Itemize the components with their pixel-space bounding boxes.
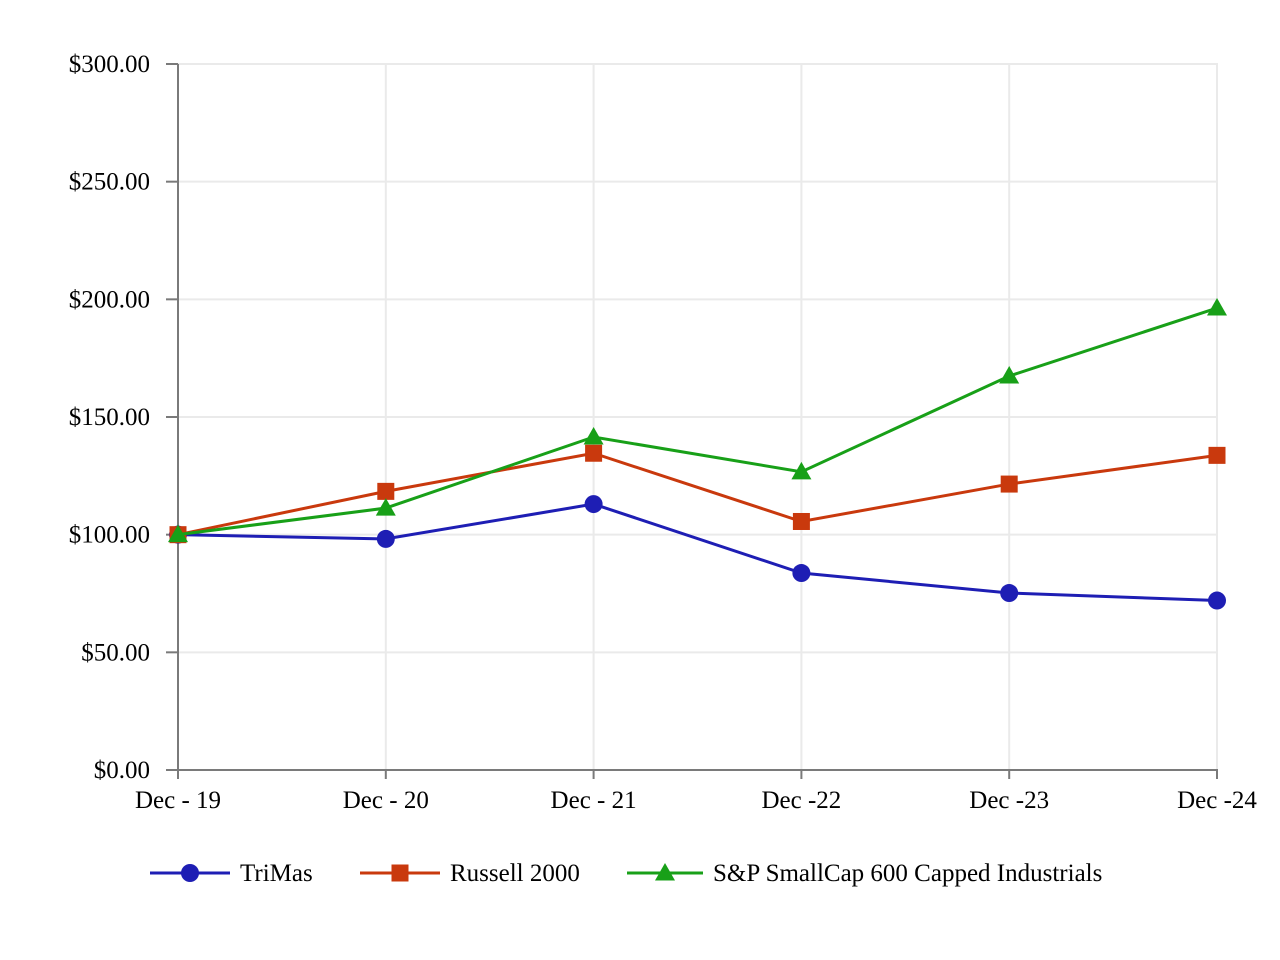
series-line bbox=[177, 502, 1218, 603]
y-axis-tick-label: $100.00 bbox=[69, 522, 150, 549]
legend-label: S&P SmallCap 600 Capped Industrials bbox=[713, 860, 1102, 887]
circle-marker bbox=[376, 529, 395, 548]
legend-label: Russell 2000 bbox=[450, 860, 580, 887]
legend-item-trimas: TriMas bbox=[150, 860, 313, 887]
y-axis-tick-label: $150.00 bbox=[69, 404, 150, 431]
square-marker bbox=[1208, 446, 1226, 464]
circle-marker bbox=[1208, 591, 1226, 610]
triangle-marker bbox=[1207, 298, 1227, 316]
x-axis-tick-label: Dec - 20 bbox=[343, 787, 429, 814]
y-axis-tick-label: $0.00 bbox=[94, 757, 150, 784]
square-marker bbox=[792, 512, 810, 530]
square-marker bbox=[1000, 475, 1018, 493]
square-marker bbox=[377, 482, 395, 500]
series-russell-2000 bbox=[169, 444, 1226, 544]
square-marker bbox=[585, 444, 603, 462]
triangle-marker bbox=[583, 427, 604, 445]
y-axis-tick-label: $50.00 bbox=[81, 639, 150, 666]
circle-marker bbox=[584, 495, 603, 514]
series-line bbox=[177, 451, 1218, 537]
legend-item-russell-2000: Russell 2000 bbox=[360, 860, 580, 887]
circle-marker bbox=[181, 864, 199, 882]
triangle-marker bbox=[655, 863, 675, 881]
x-axis-tick-label: Dec - 19 bbox=[135, 787, 221, 814]
legend-label: TriMas bbox=[240, 860, 313, 887]
y-axis-tick-label: $200.00 bbox=[69, 286, 150, 313]
y-axis-tick-label: $300.00 bbox=[69, 51, 150, 78]
circle-marker bbox=[1000, 584, 1019, 603]
series-line bbox=[177, 306, 1218, 537]
grid-layer bbox=[178, 63, 1218, 770]
legend-item-s-p-smallcap-600-capped-industrials: S&P SmallCap 600 Capped Industrials bbox=[627, 860, 1102, 887]
x-axis-tick-label: Dec -23 bbox=[969, 787, 1049, 814]
axis-layer: $0.00 $50.00 $100.00 $150.00 $200.00 $250.00 $… bbox=[69, 51, 1258, 814]
triangle-marker bbox=[999, 366, 1020, 384]
triangle-marker bbox=[791, 461, 812, 480]
circle-marker bbox=[792, 564, 811, 583]
y-axis-tick-label: $250.00 bbox=[69, 169, 150, 196]
triangle-marker bbox=[168, 524, 188, 543]
x-axis-tick-label: Dec - 21 bbox=[551, 787, 637, 814]
series-s-p-smallcap-600-capped-industrials bbox=[168, 298, 1227, 543]
triangle-marker bbox=[375, 498, 396, 516]
legend: TriMas Russell 2000 S&P SmallCap 600 Cappe… bbox=[150, 860, 1102, 887]
x-axis-tick-label: Dec -24 bbox=[1177, 787, 1257, 814]
square-marker bbox=[391, 864, 409, 882]
x-axis-tick-label: Dec -22 bbox=[761, 787, 841, 814]
series-trimas bbox=[169, 495, 1226, 610]
